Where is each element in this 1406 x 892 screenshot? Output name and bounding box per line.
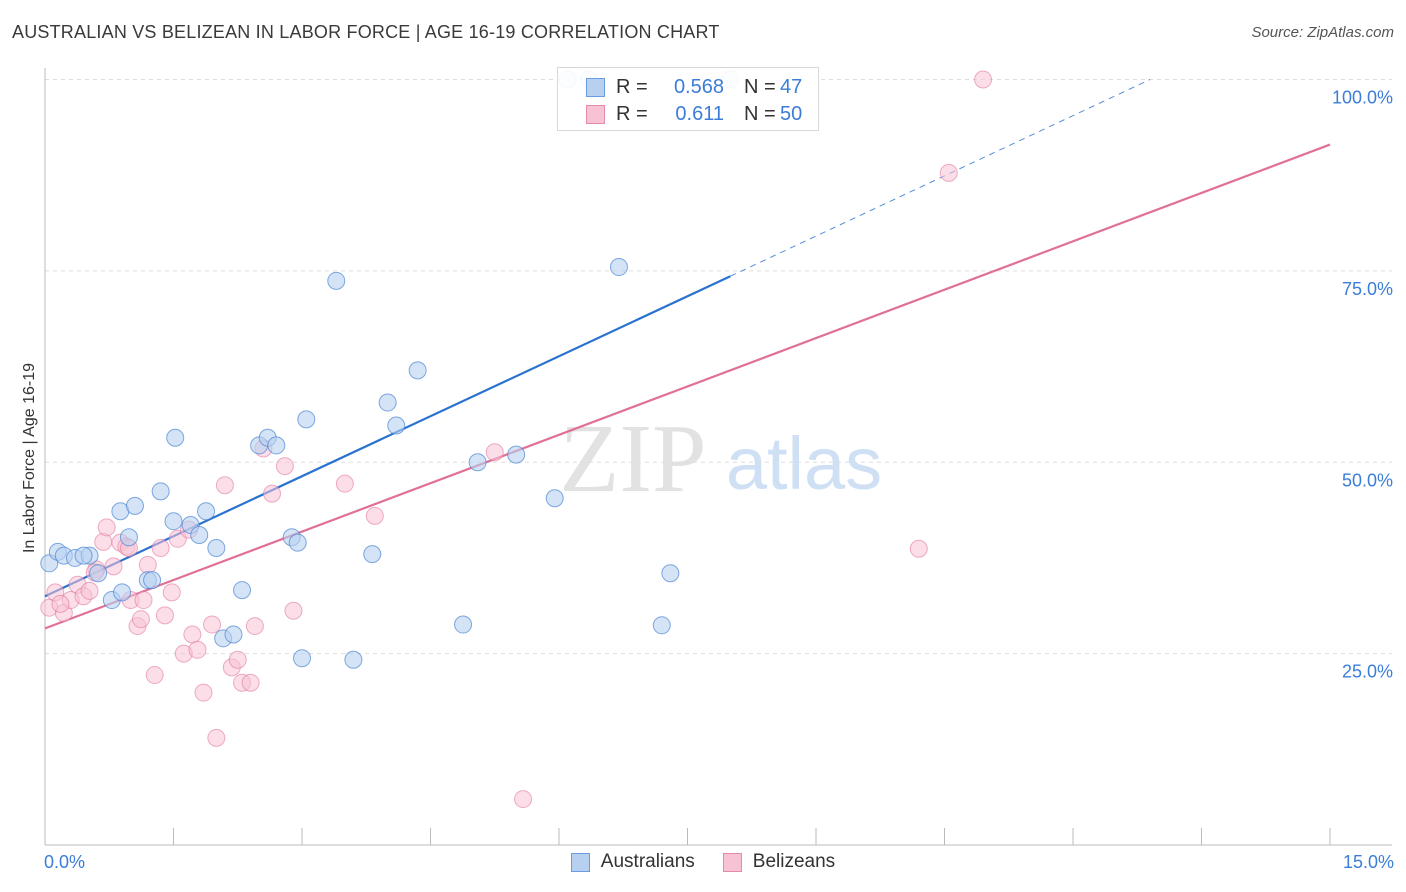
n-label: N = bbox=[744, 75, 776, 98]
legend-row-australians: R = 0.568 N = 47 bbox=[558, 74, 802, 100]
data-point-australians[interactable] bbox=[119, 528, 138, 547]
data-point-australians[interactable] bbox=[297, 410, 316, 429]
data-point-australians[interactable] bbox=[89, 564, 108, 583]
x-tick-label-max: 15.0% bbox=[1342, 852, 1394, 872]
r-value: 0.611 bbox=[675, 102, 724, 125]
n-value: 50 bbox=[780, 102, 803, 125]
y-tick-label: 75.0% bbox=[1342, 279, 1393, 299]
legend-row-belizeans: R = 0.611 N = 50 bbox=[558, 101, 802, 127]
data-point-australians[interactable] bbox=[197, 502, 216, 521]
data-point-australians[interactable] bbox=[164, 512, 183, 531]
data-point-australians[interactable] bbox=[267, 436, 286, 455]
chart-source: Source: ZipAtlas.com bbox=[1251, 24, 1394, 41]
australians-swatch bbox=[586, 77, 605, 97]
data-point-australians[interactable] bbox=[166, 428, 185, 447]
watermark-atlas: atlas bbox=[726, 422, 882, 505]
legend-item-belizeans[interactable]: Belizeans bbox=[722, 851, 836, 873]
data-point-australians[interactable] bbox=[190, 525, 209, 544]
data-point-australians[interactable] bbox=[468, 453, 487, 472]
data-point-belizeans[interactable] bbox=[284, 601, 303, 620]
trendline-australians-extension bbox=[730, 79, 1151, 277]
data-point-australians[interactable] bbox=[661, 564, 680, 583]
correlation-legend: R = 0.568 N = 47 R = 0.611 N = 50 bbox=[557, 67, 819, 131]
x-tick-label-min: 0.0% bbox=[44, 852, 86, 872]
trendline-belizeans bbox=[44, 143, 1331, 630]
data-point-belizeans[interactable] bbox=[514, 790, 533, 809]
watermark-zip: ZIP bbox=[560, 405, 707, 513]
data-point-australians[interactable] bbox=[233, 581, 252, 600]
data-point-belizeans[interactable] bbox=[131, 610, 150, 629]
data-point-belizeans[interactable] bbox=[151, 538, 170, 557]
data-point-australians[interactable] bbox=[408, 361, 427, 380]
data-point-australians[interactable] bbox=[507, 445, 526, 464]
data-point-belizeans[interactable] bbox=[909, 539, 928, 558]
data-point-australians[interactable] bbox=[652, 616, 671, 635]
data-point-australians[interactable] bbox=[387, 416, 406, 435]
r-label: R = bbox=[616, 102, 648, 125]
data-point-belizeans[interactable] bbox=[365, 506, 384, 525]
data-point-australians[interactable] bbox=[609, 258, 628, 277]
r-value: 0.568 bbox=[673, 75, 724, 98]
r-label: R = bbox=[616, 75, 648, 98]
data-point-belizeans[interactable] bbox=[939, 163, 958, 182]
data-point-belizeans[interactable] bbox=[485, 443, 504, 462]
chart-title: AUSTRALIAN VS BELIZEAN IN LABOR FORCE | … bbox=[12, 22, 720, 42]
series-legend: Australians Belizeans bbox=[0, 851, 1406, 873]
data-point-belizeans[interactable] bbox=[215, 476, 234, 495]
data-point-australians[interactable] bbox=[327, 271, 346, 290]
data-point-belizeans[interactable] bbox=[155, 606, 174, 625]
data-point-belizeans[interactable] bbox=[51, 594, 70, 613]
y-tick-label: 50.0% bbox=[1342, 470, 1393, 490]
data-point-belizeans[interactable] bbox=[974, 70, 993, 89]
data-point-belizeans[interactable] bbox=[263, 484, 282, 503]
data-point-belizeans[interactable] bbox=[134, 591, 153, 610]
data-point-australians[interactable] bbox=[125, 496, 144, 515]
data-point-australians[interactable] bbox=[74, 546, 93, 565]
data-point-australians[interactable] bbox=[207, 538, 226, 557]
legend-label-australians: Australians bbox=[600, 851, 695, 872]
data-point-australians[interactable] bbox=[454, 615, 473, 634]
data-point-belizeans[interactable] bbox=[145, 666, 164, 685]
data-point-belizeans[interactable] bbox=[162, 583, 181, 602]
y-tick-label: 100.0% bbox=[1332, 88, 1393, 108]
data-point-belizeans[interactable] bbox=[335, 474, 354, 493]
data-point-belizeans[interactable] bbox=[203, 615, 222, 634]
data-point-australians[interactable] bbox=[288, 533, 307, 552]
data-point-belizeans[interactable] bbox=[207, 728, 226, 747]
data-point-australians[interactable] bbox=[363, 545, 382, 564]
data-point-australians[interactable] bbox=[224, 625, 243, 644]
legend-item-australians[interactable]: Australians bbox=[570, 851, 695, 873]
n-value: 47 bbox=[780, 75, 803, 98]
data-point-australians[interactable] bbox=[545, 489, 564, 508]
y-tick-label: 25.0% bbox=[1342, 662, 1393, 682]
n-label: N = bbox=[744, 102, 776, 125]
data-point-belizeans[interactable] bbox=[138, 555, 157, 574]
data-point-belizeans[interactable] bbox=[183, 625, 202, 644]
australians-legend-swatch bbox=[570, 852, 590, 872]
data-point-belizeans[interactable] bbox=[241, 673, 260, 692]
data-point-belizeans[interactable] bbox=[80, 581, 99, 600]
data-point-australians[interactable] bbox=[113, 583, 132, 602]
data-point-australians[interactable] bbox=[151, 482, 170, 501]
legend-label-belizeans: Belizeans bbox=[752, 851, 836, 872]
data-point-belizeans[interactable] bbox=[228, 650, 247, 669]
data-point-belizeans[interactable] bbox=[245, 617, 264, 636]
data-point-belizeans[interactable] bbox=[275, 457, 294, 476]
belizeans-swatch bbox=[586, 104, 605, 124]
data-point-australians[interactable] bbox=[293, 649, 311, 668]
data-point-australians[interactable] bbox=[143, 571, 162, 590]
data-point-belizeans[interactable] bbox=[194, 683, 213, 702]
data-point-belizeans[interactable] bbox=[97, 518, 116, 537]
data-point-belizeans[interactable] bbox=[104, 557, 123, 576]
data-point-australians[interactable] bbox=[344, 650, 363, 669]
data-point-australians[interactable] bbox=[378, 393, 397, 412]
data-point-belizeans[interactable] bbox=[188, 640, 207, 659]
belizeans-legend-swatch bbox=[722, 852, 742, 872]
